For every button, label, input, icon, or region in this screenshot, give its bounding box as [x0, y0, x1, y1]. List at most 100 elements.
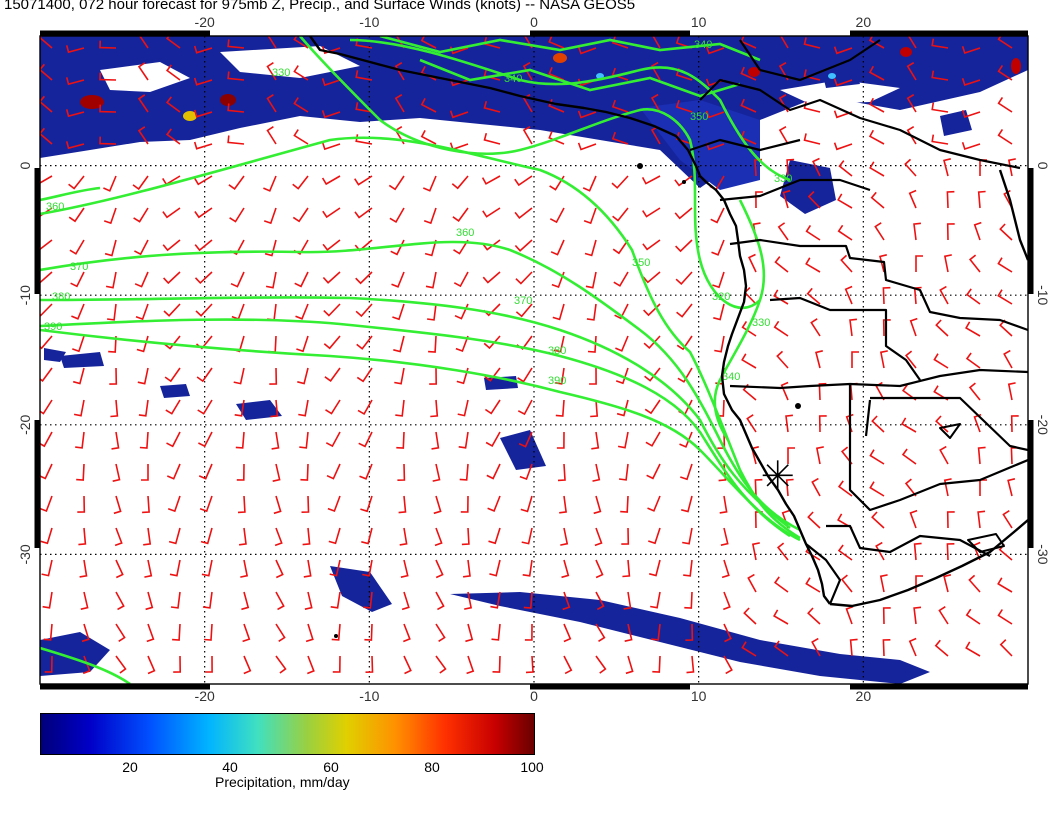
wind-barb: [324, 367, 341, 383]
wind-barb: [429, 367, 438, 385]
wind-barb: [650, 93, 661, 113]
island: [334, 634, 338, 638]
wind-barb: [103, 175, 117, 192]
wind-barb: [563, 623, 572, 643]
wind-barb: [623, 591, 632, 610]
contour-10: [713, 199, 766, 441]
wind-barb: [65, 141, 85, 150]
wind-barb: [275, 591, 285, 611]
wind-barb: [104, 239, 117, 257]
wind-barb: [778, 126, 789, 145]
contour-12: [40, 186, 101, 202]
wind-barb: [292, 175, 309, 190]
wind-barb: [423, 207, 437, 225]
wind-barb: [330, 591, 341, 609]
wind-barb: [434, 527, 443, 547]
wind-barb: [882, 319, 891, 337]
wind-barb: [322, 239, 341, 252]
wind-barb: [265, 271, 277, 289]
wind-barb: [457, 399, 469, 417]
wind-barb: [965, 288, 981, 305]
wind-barb: [71, 303, 85, 320]
wind-barb: [837, 480, 853, 497]
wind-barb: [399, 527, 408, 546]
wind-barb: [451, 175, 469, 190]
wind-barb: [40, 367, 53, 383]
contour-8: [379, 36, 761, 62]
contour-9: [419, 58, 741, 98]
wind-barb: [849, 318, 857, 337]
wind-barb: [462, 559, 471, 578]
wind-barb: [323, 303, 341, 317]
wind-barb: [428, 335, 437, 353]
wind-barb: [559, 495, 567, 514]
wind-barb: [490, 591, 501, 609]
wind-barb: [266, 126, 277, 145]
lat-tick-label: 0: [17, 161, 33, 169]
wind-barb: [909, 509, 918, 529]
wind-barb: [134, 271, 149, 288]
wind-barb: [713, 303, 725, 321]
precip-core-5: [748, 67, 760, 77]
wind-barb: [322, 271, 341, 284]
wind-barb: [243, 655, 252, 675]
wind-barb: [491, 623, 501, 641]
wind-barb: [193, 109, 213, 118]
wind-barb: [40, 303, 53, 317]
wind-barb: [611, 99, 629, 113]
wind-barb: [943, 158, 951, 177]
wind-barb: [110, 399, 119, 418]
wind-barb: [595, 591, 605, 611]
wind-barb: [115, 623, 126, 642]
wind-barb: [548, 130, 565, 145]
wind-barb: [234, 399, 245, 417]
wind-barb: [684, 591, 693, 609]
wind-barb: [674, 175, 693, 187]
wind-barb: [913, 542, 922, 561]
wind-barb: [907, 36, 917, 49]
wind-barb: [241, 591, 250, 611]
precip-gap-3: [780, 80, 900, 104]
wind-barb: [322, 207, 341, 219]
wind-barb: [869, 449, 885, 465]
wind-barb: [879, 254, 887, 273]
contour-label: 390: [548, 375, 566, 387]
wind-barb: [723, 623, 732, 643]
lat-tick-label: -30: [17, 544, 33, 564]
wind-barb: [645, 431, 661, 447]
wind-barb: [420, 98, 437, 113]
wind-barb: [785, 478, 794, 497]
wind-barb: [908, 637, 917, 657]
wind-barb: [453, 239, 469, 255]
wind-barb: [194, 175, 213, 186]
contour-1: [40, 136, 801, 540]
wind-barb: [321, 142, 341, 151]
lon-tick-label: 10: [691, 688, 707, 704]
contour-label: 350: [690, 111, 708, 123]
wind-barb: [484, 399, 501, 415]
wind-barb: [875, 541, 885, 561]
wind-barb: [592, 463, 601, 482]
wind-barb: [115, 559, 124, 579]
wind-barb: [908, 189, 917, 209]
wind-barb: [807, 511, 821, 529]
wind-barb: [997, 96, 1013, 113]
wind-barb: [400, 559, 409, 578]
wind-barb: [395, 36, 405, 49]
wind-barb: [105, 271, 117, 289]
wind-barb: [548, 36, 565, 49]
wind-barb: [138, 36, 149, 49]
wind-barb: [741, 320, 757, 337]
precip-south-band: [450, 592, 930, 684]
wind-barb: [837, 193, 853, 209]
wind-barb: [325, 399, 341, 415]
wind-barb: [782, 189, 791, 209]
wind-barb: [357, 399, 373, 415]
wind-barb: [589, 367, 597, 385]
contour-label: 340: [722, 371, 740, 383]
contour-6: [299, 36, 761, 310]
wind-barb: [611, 67, 629, 81]
wind-barb: [871, 415, 885, 433]
wind-barb: [682, 527, 693, 545]
wind-barb: [650, 591, 661, 609]
